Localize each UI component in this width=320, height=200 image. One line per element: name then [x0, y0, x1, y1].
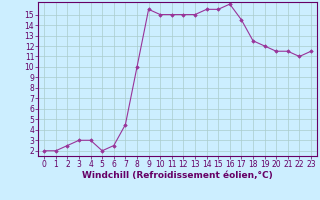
X-axis label: Windchill (Refroidissement éolien,°C): Windchill (Refroidissement éolien,°C) — [82, 171, 273, 180]
